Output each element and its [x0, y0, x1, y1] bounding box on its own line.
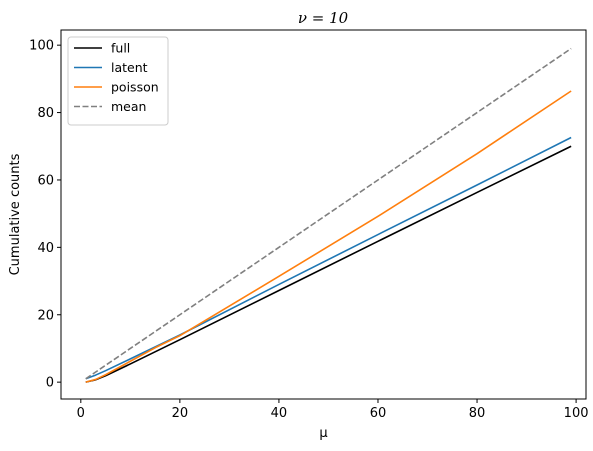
y-tick-label: 80: [37, 106, 54, 121]
y-tick-label: 40: [37, 241, 54, 256]
x-tick-label: 60: [370, 406, 387, 421]
x-tick-label: 20: [172, 406, 189, 421]
series-line-poisson: [85, 90, 572, 383]
x-tick-label: 40: [271, 406, 288, 421]
x-tick-label: 100: [564, 406, 589, 421]
x-axis-label: μ: [319, 426, 327, 441]
legend-box: [67, 36, 169, 126]
legend-label-mean: mean: [111, 99, 146, 114]
x-tick-label: 0: [77, 406, 85, 421]
plot-area: [85, 47, 572, 383]
series-line-mean: [85, 47, 572, 380]
axes-frame: [60, 29, 587, 400]
legend: full latent poisson mean: [67, 36, 169, 126]
legend-label-poisson: poisson: [111, 80, 159, 95]
y-tick-label: 0: [46, 376, 54, 391]
chart-title: ν = 10: [298, 9, 349, 27]
y-tick-label: 60: [37, 173, 54, 188]
y-tick-label: 20: [37, 308, 54, 323]
y-axis-label: Cumulative counts: [8, 153, 23, 275]
x-tick-label: 80: [469, 406, 486, 421]
y-tick-label: 100: [29, 39, 54, 54]
legend-label-latent: latent: [111, 60, 148, 75]
legend-label-full: full: [111, 41, 130, 56]
axis-ticks: 0 20 40 60 80 100 0 20 40 60 80 100: [29, 39, 588, 421]
